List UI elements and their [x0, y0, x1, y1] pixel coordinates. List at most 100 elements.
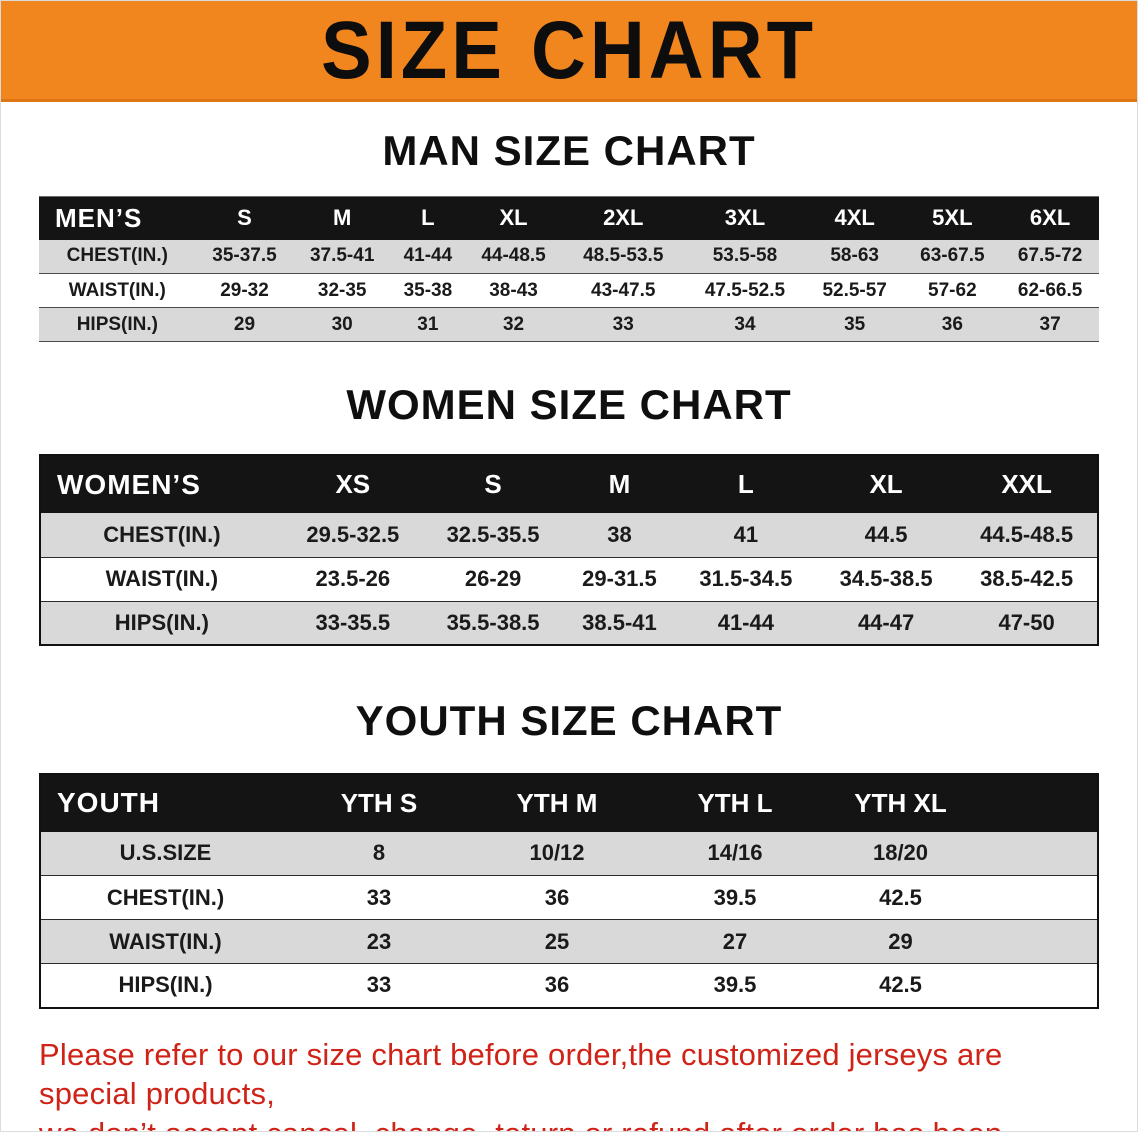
measurement-value: 29: [233, 313, 256, 335]
size-column-header: 5XL: [903, 196, 1002, 240]
measurement-value: 42.5: [879, 884, 922, 910]
measurement-value: 63-67.5: [920, 245, 985, 267]
measurement-value: 32.5-35.5: [446, 522, 540, 548]
row-group-label: MEN’S: [39, 196, 196, 240]
measurement-value: 38.5-41: [582, 610, 657, 636]
measurement-value: 31.5-34.5: [699, 566, 793, 592]
measurement-label: U.S.SIZE: [119, 840, 212, 866]
measurement-label: CHEST(IN.): [106, 884, 225, 910]
measurement-value: 35-37.5: [212, 245, 277, 267]
measurement-value: 29: [888, 928, 913, 954]
women-size-table: WOMEN’S XS S M L XL XXL CHEST(IN.) 29.5-32.5 32.5…: [39, 454, 1099, 647]
measurement-value: 67.5-72: [1017, 245, 1083, 267]
measurement-value: 36: [544, 972, 570, 998]
measurement-value: 41: [733, 522, 759, 548]
size-column-header: M: [293, 196, 392, 240]
measurement-value: 52.5-57: [822, 279, 887, 301]
order-policy-note: Please refer to our size chart before or…: [39, 1035, 1099, 1131]
table-row: CHEST(IN.) 35-37.5 37.5-41 41-44 44-48.5 48.5…: [39, 239, 1099, 274]
measurement-value: 44.5-48.5: [980, 522, 1074, 548]
size-column-header: XXL: [956, 455, 1098, 514]
size-column-header: 2XL: [562, 196, 685, 240]
measurement-value: 35.5-38.5: [446, 610, 540, 636]
measurement-label: HIPS(IN.): [118, 972, 213, 998]
measurement-value: 53.5-58: [712, 245, 778, 267]
women-size-section: WOMEN SIZE CHART WOMEN’S XS S M L XL XXL CHEST(…: [1, 381, 1137, 647]
size-column-header: YTH L: [646, 773, 824, 832]
row-group-label: YOUTH: [40, 773, 290, 832]
measurement-label: HIPS(IN.): [114, 610, 209, 636]
measurement-value: 29.5-32.5: [306, 522, 400, 548]
measurement-value: 29-31.5: [582, 566, 657, 592]
measurement-label: WAIST(IN.): [109, 928, 222, 954]
size-column-header: L: [675, 455, 816, 514]
measurement-value: 33-35.5: [315, 610, 391, 636]
table-row: HIPS(IN.) 33 36 39.5 42.5: [40, 963, 1098, 1008]
measurement-value: 47-50: [998, 610, 1055, 636]
measurement-value: 38: [607, 522, 632, 548]
title-banner: SIZE CHART: [1, 1, 1137, 102]
measurement-value: 35: [844, 313, 866, 335]
measurement-value: 32: [502, 313, 525, 335]
table-row: CHEST(IN.) 29.5-32.5 32.5-35.5 38 41 44.5 44.5…: [40, 513, 1098, 558]
measurement-value: 34.5-38.5: [839, 566, 933, 592]
size-column-header: 3XL: [684, 196, 806, 240]
measurement-value: 44-48.5: [481, 245, 546, 267]
size-column-header: XL: [815, 455, 957, 514]
size-column-header: S: [422, 455, 564, 514]
measurement-value: 33: [366, 884, 392, 910]
measurement-value: 35-38: [403, 279, 453, 301]
measurement-value: 38-43: [489, 279, 538, 301]
measurement-value: 62-66.5: [1017, 279, 1083, 301]
measurement-value: 23.5-26: [315, 566, 391, 592]
measurement-value: 38.5-42.5: [980, 566, 1074, 592]
measurement-value: 37.5-41: [309, 245, 375, 267]
measurement-value: 41-44: [403, 245, 453, 267]
measurement-value: 57-62: [928, 279, 977, 301]
measurement-value: 34: [734, 313, 756, 335]
table-row: U.S.SIZE 8 10/12 14/16 18/20: [40, 831, 1098, 876]
measurement-value: 44.5: [864, 522, 908, 548]
table-header-row: MEN’S S M L XL 2XL 3XL 4XL 5XL 6XL: [39, 196, 1099, 240]
measurement-value: 26-29: [464, 566, 522, 592]
measurement-value: 14/16: [707, 840, 763, 866]
youth-size-table: YOUTH YTH S YTH M YTH L YTH XL U.S.SIZE 8 10/12…: [39, 772, 1099, 1009]
measurement-label: WAIST(IN.): [68, 279, 166, 301]
measurement-value: 44-47: [857, 610, 915, 636]
men-size-table: MEN’S S M L XL 2XL 3XL 4XL 5XL 6XL CHEST(IN.) 35-37…: [39, 196, 1099, 342]
measurement-value: 29-32: [220, 279, 269, 301]
measurement-value: 33: [366, 972, 392, 998]
table-header-row: WOMEN’S XS S M L XL XXL: [40, 455, 1098, 514]
measurement-value: 42.5: [879, 972, 922, 998]
page-title: SIZE CHART: [321, 4, 817, 96]
measurement-label: HIPS(IN.): [76, 313, 158, 335]
measurement-label: CHEST(IN.): [66, 245, 168, 267]
measurement-value: 47.5-52.5: [704, 279, 786, 301]
size-column-header: XS: [282, 455, 423, 514]
measurement-value: 8: [372, 840, 386, 866]
size-column-header: XL: [464, 196, 563, 240]
measurement-value: 39.5: [713, 972, 757, 998]
measurement-value: 30: [331, 313, 353, 335]
measurement-value: 32-35: [317, 279, 367, 301]
youth-section-heading: YOUTH SIZE CHART: [355, 697, 783, 745]
measurement-value: 58-63: [830, 245, 879, 267]
measurement-value: 18/20: [872, 840, 929, 866]
size-column-header: S: [195, 196, 294, 240]
table-row: WAIST(IN.) 23.5-26 26-29 29-31.5 31.5-34.5 34…: [40, 557, 1098, 602]
size-column-header: L: [391, 196, 465, 240]
measurement-value: 10/12: [529, 840, 585, 866]
measurement-label: WAIST(IN.): [105, 566, 219, 592]
size-column-header: YTH M: [468, 773, 646, 832]
size-column-header: 6XL: [1001, 196, 1099, 240]
measurement-value: 41-44: [717, 610, 774, 636]
measurement-value: 33: [612, 313, 634, 335]
size-column-header: 4XL: [805, 196, 904, 240]
size-column-header: M: [563, 455, 676, 514]
measurement-value: 37: [1039, 313, 1061, 335]
measurement-value: 43-47.5: [591, 279, 656, 301]
measurement-value: 27: [722, 928, 748, 954]
measurement-value: 36: [544, 884, 570, 910]
table-header-row: YOUTH YTH S YTH M YTH L YTH XL: [40, 773, 1098, 832]
